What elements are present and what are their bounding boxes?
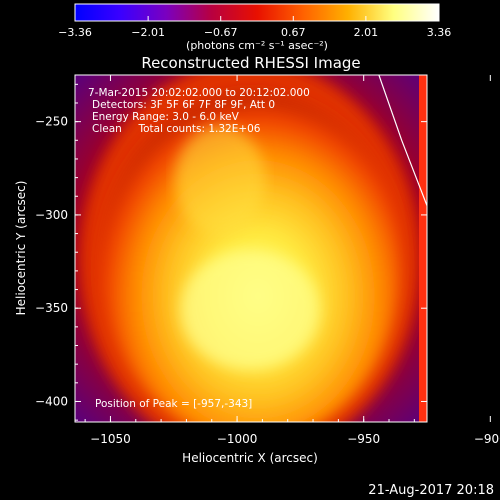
chart-title: Reconstructed RHESSI Image: [141, 54, 360, 72]
heatmap-image: [75, 75, 427, 422]
y-tick-label: −250: [35, 115, 68, 129]
x-axis-ticks: −1050 −1000 −950 −900: [84, 75, 500, 446]
annotation-detectors: Detectors: 3F 5F 6F 7F 8F 9F, Att 0: [92, 99, 275, 111]
x-tick-label: −900: [474, 432, 500, 446]
solar-limb: [378, 75, 427, 207]
colorbar-tick-label: 0.67: [281, 26, 306, 39]
x-tick-label: −1050: [90, 432, 131, 446]
colorbar-tick-label: 2.01: [354, 26, 379, 39]
right-edge-strip: [419, 75, 427, 422]
colorbar-tick-label: −3.36: [58, 26, 92, 39]
emission-core: [180, 250, 320, 370]
x-tick-label: −950: [347, 432, 380, 446]
colorbar-tick-label: 3.36: [427, 26, 452, 39]
colorbar-tick-label: −2.01: [131, 26, 165, 39]
y-tick-label: −300: [35, 208, 68, 222]
colorbar-unit-label: (photons cm⁻² s⁻¹ asec⁻²): [186, 39, 328, 52]
x-axis-label: Heliocentric X (arcsec): [182, 451, 318, 465]
annotation-time-range: 7-Mar-2015 20:02:02.000 to 20:12:02.000: [88, 87, 310, 99]
annotation-counts: Clean Total counts: 1.32E+06: [92, 123, 261, 135]
emission-upper-lobe: [175, 125, 265, 235]
annotation-energy-range: Energy Range: 3.0 - 6.0 keV: [92, 111, 240, 123]
y-axis-label: Heliocentric Y (arcsec): [14, 181, 28, 316]
x-tick-label: −1000: [217, 432, 258, 446]
colorbar: [74, 3, 440, 22]
plot-frame: [74, 74, 428, 423]
y-tick-label: −350: [35, 301, 68, 315]
colorbar-tick-label: −0.67: [204, 26, 238, 39]
colorbar-ticks: −3.36 −2.01 −0.67 0.67 2.01 3.36: [58, 16, 451, 39]
y-axis-ticks: −250 −300 −350 −400: [35, 83, 427, 421]
annotation-peak: Position of Peak = [-957,-343]: [95, 398, 252, 410]
date-stamp: 21-Aug-2017 20:18: [368, 483, 494, 498]
y-tick-label: −400: [35, 394, 68, 408]
